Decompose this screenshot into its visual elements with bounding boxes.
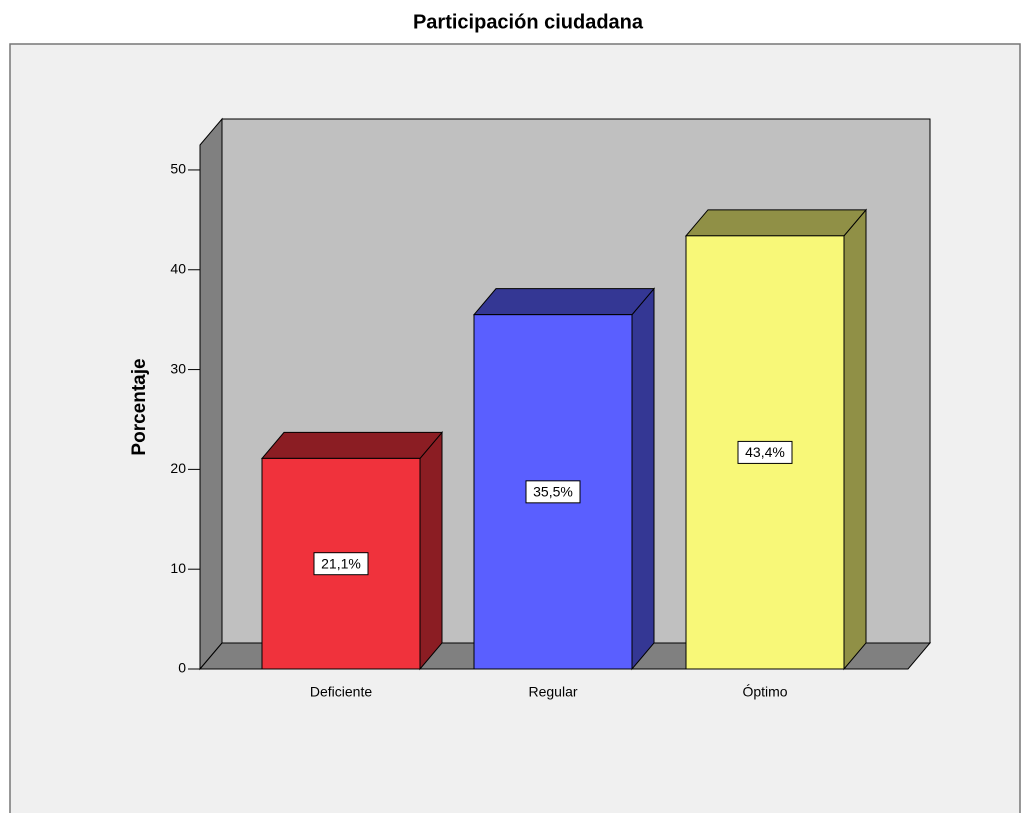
- x-tick-label: Óptimo: [742, 684, 787, 700]
- value-label-box: [313, 552, 369, 576]
- chart-title: Participación ciudadana: [413, 11, 644, 33]
- y-tick-label: 30: [170, 360, 186, 376]
- x-tick-label: Deficiente: [310, 684, 372, 700]
- bar-top: [260, 431, 444, 459]
- y-tick-label: 20: [170, 460, 186, 476]
- bar-side: [419, 431, 443, 671]
- bar-top: [472, 288, 656, 316]
- bar-top: [684, 209, 868, 237]
- value-label-box: [525, 480, 581, 504]
- y-tick-label: 10: [170, 560, 186, 576]
- y-tick-label: 40: [170, 260, 186, 276]
- side-wall: [199, 117, 223, 671]
- y-tick-label: 0: [178, 660, 186, 676]
- bar-side: [631, 287, 655, 671]
- value-label: 43,4%: [745, 444, 785, 460]
- y-axis-label: Porcentaje: [129, 358, 150, 455]
- value-label-box: [737, 440, 793, 464]
- value-label: 35,5%: [533, 484, 573, 500]
- y-tick-label: 50: [170, 161, 186, 177]
- x-tick-label: Regular: [528, 684, 577, 700]
- value-label: 21,1%: [321, 555, 361, 571]
- bar-side: [843, 208, 867, 671]
